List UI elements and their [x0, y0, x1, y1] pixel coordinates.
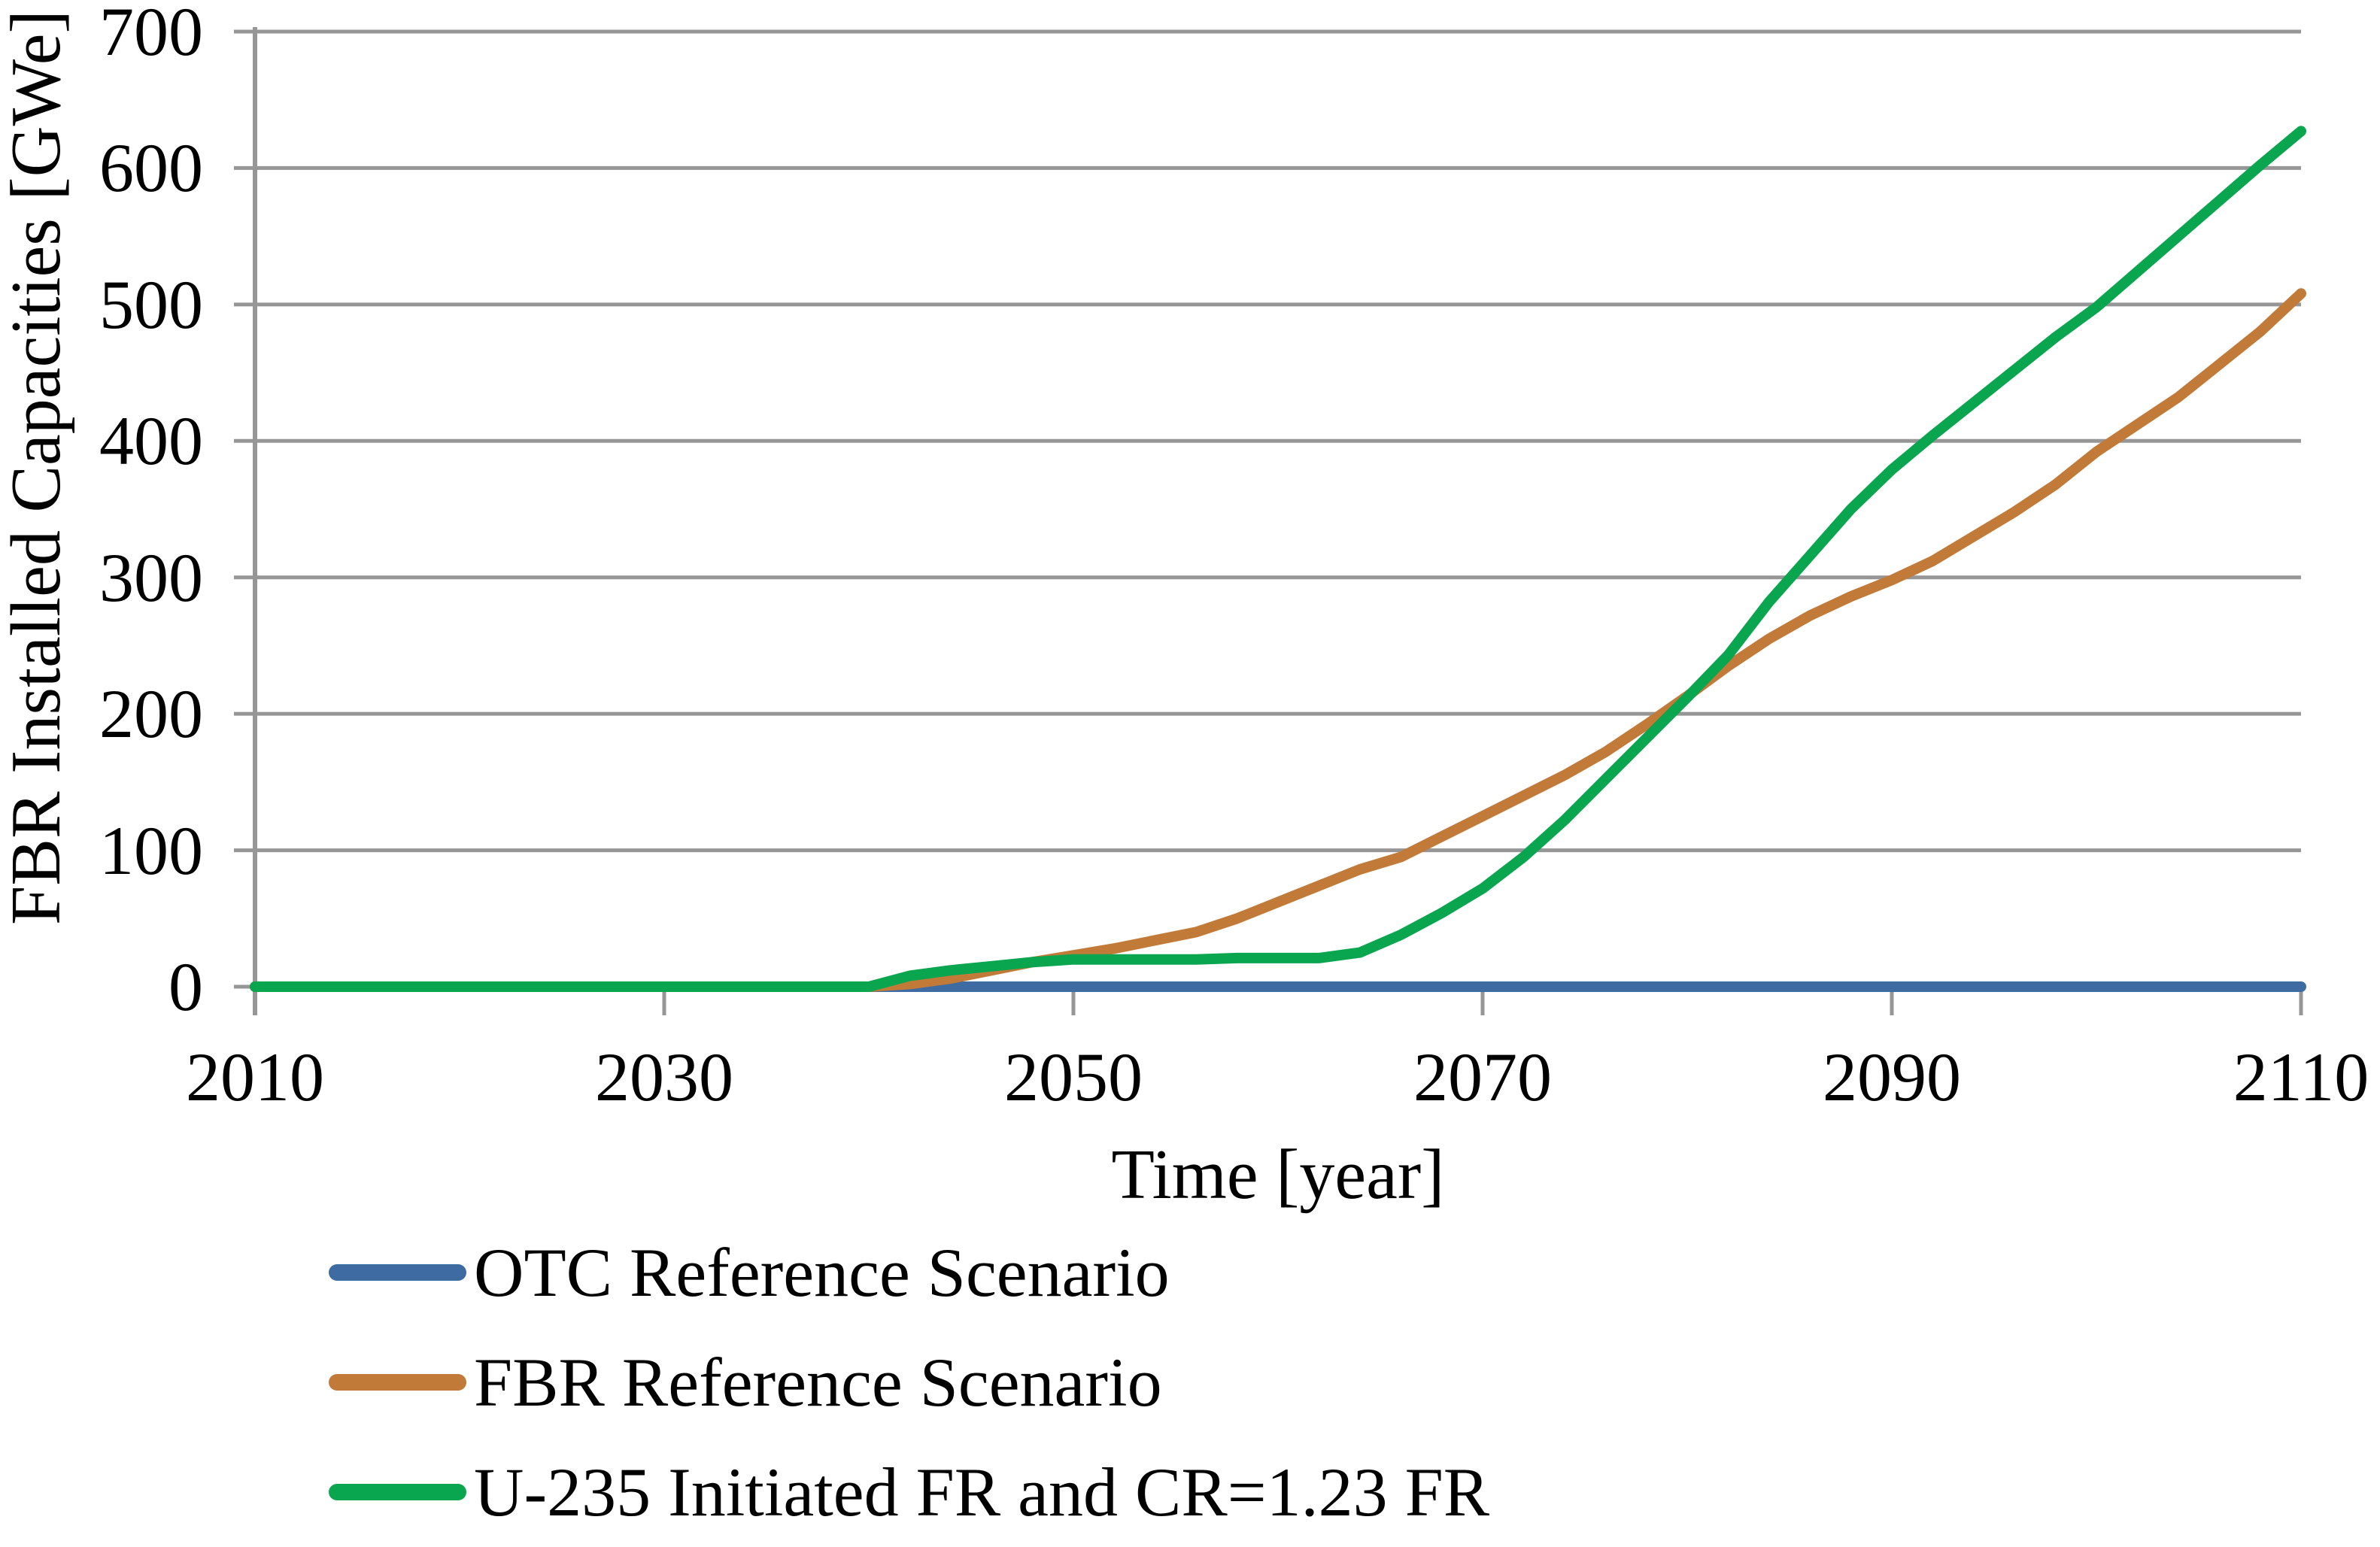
y-tick-label: 200 [99, 675, 203, 753]
x-tick-label: 2110 [2233, 1039, 2369, 1115]
series-line-1 [250, 288, 2306, 992]
legend-label-otc: OTC Reference Scenario [474, 1234, 1170, 1311]
legend-swatch-fbr [329, 1374, 466, 1391]
legend-item-fbr: FBR Reference Scenario [329, 1347, 1489, 1418]
y-tick-label: 600 [99, 129, 203, 207]
legend: OTC Reference Scenario FBR Reference Sce… [329, 1237, 1489, 1547]
y-tick-label: 700 [99, 0, 203, 70]
x-axis-title: Time [year] [1111, 1136, 1445, 1214]
series-line-2 [250, 126, 2306, 992]
y-tick-label: 100 [99, 811, 203, 889]
legend-swatch-u235 [329, 1484, 466, 1500]
y-tick-label: 500 [99, 265, 203, 343]
x-tick-label: 2030 [595, 1039, 733, 1115]
x-tick-label: 2010 [186, 1039, 324, 1115]
legend-label-fbr: FBR Reference Scenario [474, 1344, 1162, 1421]
y-tick-label: 400 [99, 402, 203, 480]
x-tick-label: 2090 [1823, 1039, 1961, 1115]
x-tick-label: 2070 [1413, 1039, 1552, 1115]
y-tick-label: 0 [168, 948, 203, 1025]
legend-label-u235: U-235 Initiated FR and CR=1.23 FR [474, 1454, 1490, 1530]
y-tick-label: 300 [99, 538, 203, 616]
y-axis-title: FBR Installed Capacities [GWe] [0, 10, 75, 925]
legend-swatch-otc [329, 1264, 466, 1281]
legend-item-u235: U-235 Initiated FR and CR=1.23 FR [329, 1457, 1489, 1527]
x-tick-label: 2050 [1004, 1039, 1143, 1115]
legend-item-otc: OTC Reference Scenario [329, 1237, 1489, 1308]
